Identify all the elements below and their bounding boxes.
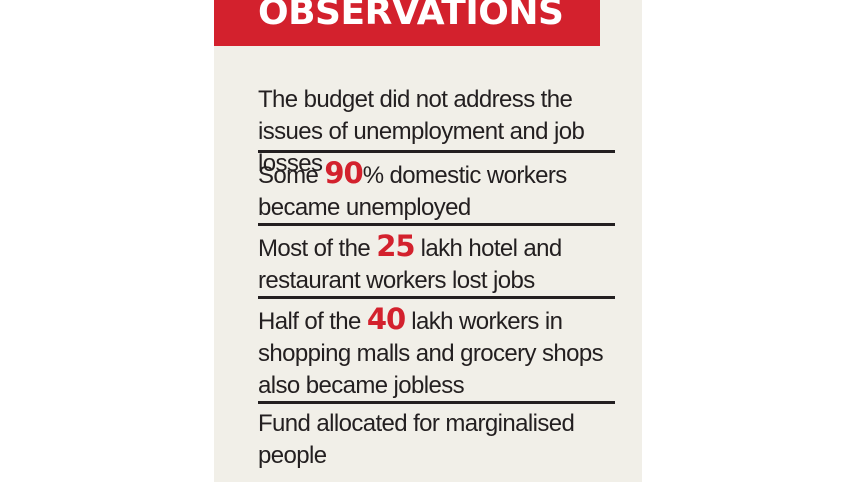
observation-item-4: Half of the 40 lakh workers in shopping …: [258, 303, 615, 399]
observation-item-1: The budget did not address the issues of…: [258, 84, 615, 177]
observation-item-3: Most of the 25 lakh hotel and restaurant…: [258, 230, 615, 294]
divider: [258, 401, 615, 404]
observation-text-post: lakh workers in shopping malls and groce…: [258, 308, 604, 399]
highlight-number: 25: [376, 229, 415, 263]
observation-text-post: lakh hotel and restaurant workers lost j…: [258, 235, 562, 294]
highlight-number: 40: [366, 302, 406, 336]
observation-text-pre: Some: [258, 162, 325, 189]
observation-text: The budget did not address the issues of…: [258, 86, 585, 177]
observation-text-post: % domestic workers became unemployed: [258, 162, 567, 221]
observation-item-2: Some 90% domestic workers became unemplo…: [258, 157, 615, 221]
highlight-number: 90: [324, 156, 363, 190]
observations-list: The budget did not address the issues of…: [258, 84, 615, 472]
observation-item-5: Fund allocated for marginalised people: [258, 408, 615, 472]
observations-card: OBSERVATIONS The budget did not address …: [214, 0, 642, 482]
divider: [258, 223, 615, 226]
divider: [258, 150, 615, 153]
observation-text-pre: Most of the: [258, 235, 377, 262]
observation-text-pre: Half of the: [258, 308, 367, 335]
observation-text: Fund allocated for marginalised people: [258, 410, 575, 469]
header-banner: OBSERVATIONS: [214, 0, 600, 46]
divider: [258, 296, 615, 299]
header-title: OBSERVATIONS: [258, 0, 564, 33]
